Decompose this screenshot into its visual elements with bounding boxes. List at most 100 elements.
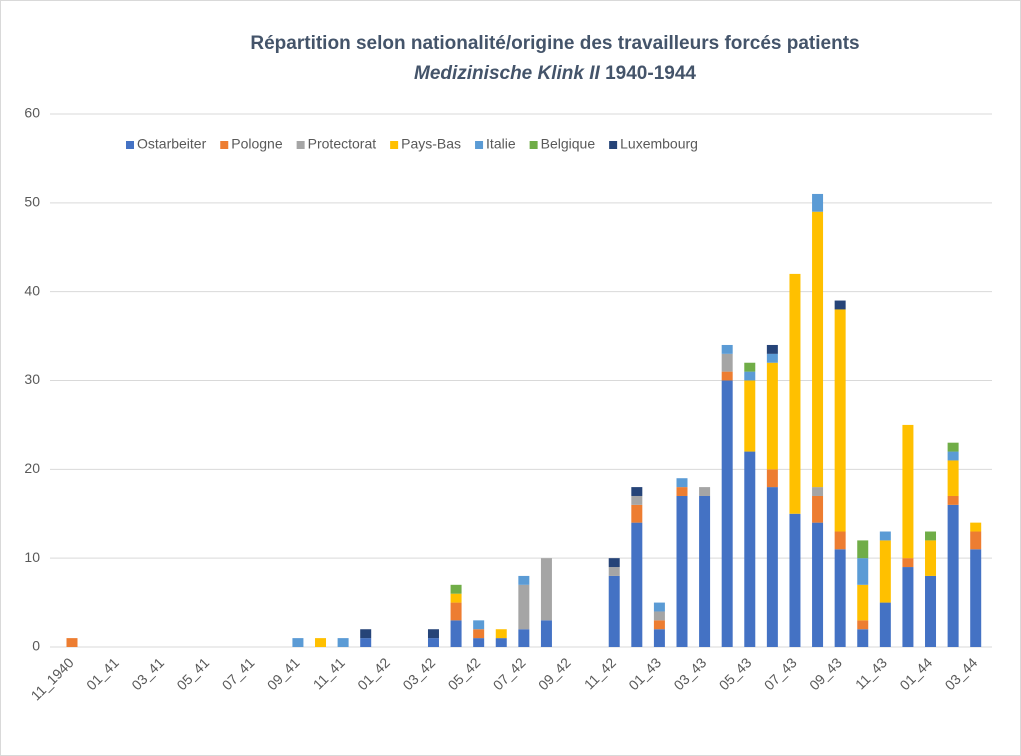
bar-segment: [902, 558, 914, 568]
bar-segment: [337, 638, 349, 647]
bar-segment: [879, 531, 891, 541]
legend-swatch: [126, 141, 134, 149]
bar-segment: [947, 504, 959, 647]
legend-label: Luxembourg: [620, 136, 698, 152]
bar-segment: [721, 371, 733, 381]
y-tick-label: 10: [24, 549, 40, 565]
bar-segment: [427, 629, 439, 639]
bar-segment: [450, 620, 462, 647]
subtitle-text: 1940-1944: [605, 63, 696, 84]
bar-segment: [608, 567, 620, 576]
bar-segment: [857, 620, 869, 630]
bar-segment: [653, 611, 665, 621]
bar-segment: [947, 495, 959, 505]
bar-segment: [495, 629, 507, 639]
subtitle-italic: Medizinische Klink II: [414, 63, 601, 84]
bar-segment: [608, 558, 620, 568]
y-tick-label: 30: [24, 371, 40, 387]
bar-segment: [495, 638, 507, 647]
bar-segment: [879, 540, 891, 603]
bar-segment: [970, 522, 982, 532]
bar-segment: [834, 531, 846, 550]
bar-segment: [676, 487, 688, 496]
bar-segment: [540, 620, 552, 647]
bar-segment: [699, 487, 711, 496]
bar-segment: [518, 575, 530, 585]
bar-segment: [857, 629, 869, 647]
y-tick-label: 40: [24, 282, 40, 298]
legend-swatch: [475, 141, 484, 149]
bar-segment: [292, 638, 304, 647]
bar-segment: [857, 540, 869, 559]
bar-segment: [902, 567, 914, 647]
bar-segment: [834, 300, 846, 310]
legend-label: Belgique: [541, 136, 596, 152]
legend-swatch: [296, 141, 305, 149]
legend-label: Protectorat: [308, 136, 377, 152]
bar-segment: [766, 344, 778, 354]
bar-segment: [857, 558, 869, 585]
bar-segment: [631, 487, 643, 496]
legend-swatch: [220, 141, 229, 149]
bar-segment: [360, 638, 372, 647]
bar-segment: [631, 495, 643, 505]
bar-segment: [766, 469, 778, 488]
bar-segment: [676, 495, 688, 647]
bar-segment: [721, 380, 733, 647]
bar-segment: [450, 602, 462, 621]
bar-segment: [473, 629, 485, 639]
bar-segment: [947, 460, 959, 496]
bar-segment: [721, 353, 733, 372]
bar-segment: [540, 558, 552, 621]
legend-label: Pologne: [231, 136, 283, 152]
bar-segment: [518, 584, 530, 630]
bar-segment: [721, 344, 733, 354]
bar-segment: [947, 451, 959, 461]
y-tick-label: 20: [24, 460, 40, 476]
bar-segment: [473, 620, 485, 630]
bar-segment: [789, 273, 801, 514]
bar-segment: [766, 487, 778, 647]
bar-segment: [360, 629, 372, 639]
bar-segment: [879, 602, 891, 647]
bar-segment: [970, 549, 982, 647]
bar-segment: [315, 638, 327, 647]
bar-segment: [653, 629, 665, 647]
bar-segment: [631, 522, 643, 647]
bar-segment: [473, 638, 485, 647]
bar-segment: [947, 442, 959, 452]
legend-label: Italie: [486, 136, 516, 152]
bar-segment: [812, 495, 824, 523]
bar-segment: [812, 522, 824, 647]
bar-segment: [744, 362, 756, 372]
bar-segment: [970, 531, 982, 550]
bar-segment: [902, 424, 914, 559]
y-tick-label: 50: [24, 194, 40, 210]
bar-segment: [766, 353, 778, 363]
bar-segment: [925, 540, 937, 576]
bar-segment: [427, 638, 439, 647]
y-tick-label: 0: [32, 638, 40, 654]
bar-segment: [925, 575, 937, 647]
legend-swatch: [609, 141, 618, 149]
bar-segment: [834, 309, 846, 532]
bar-segment: [653, 602, 665, 612]
bar-segment: [812, 487, 824, 496]
legend-label: Ostarbeiter: [137, 136, 207, 152]
bar-segment: [744, 371, 756, 381]
bar-segment: [744, 380, 756, 452]
bar-segment: [834, 549, 846, 647]
legend-swatch: [390, 141, 399, 149]
bar-segment: [66, 638, 78, 647]
chart-title: Répartition selon nationalité/origine de…: [250, 33, 859, 54]
bar-segment: [857, 584, 869, 621]
bar-segment: [450, 584, 462, 594]
bar-segment: [608, 575, 620, 647]
bar-segment: [925, 531, 937, 541]
bar-segment: [450, 593, 462, 603]
bar-segment: [789, 513, 801, 647]
legend-swatch: [529, 141, 538, 149]
bar-segment: [766, 362, 778, 470]
bar-segment: [744, 451, 756, 647]
